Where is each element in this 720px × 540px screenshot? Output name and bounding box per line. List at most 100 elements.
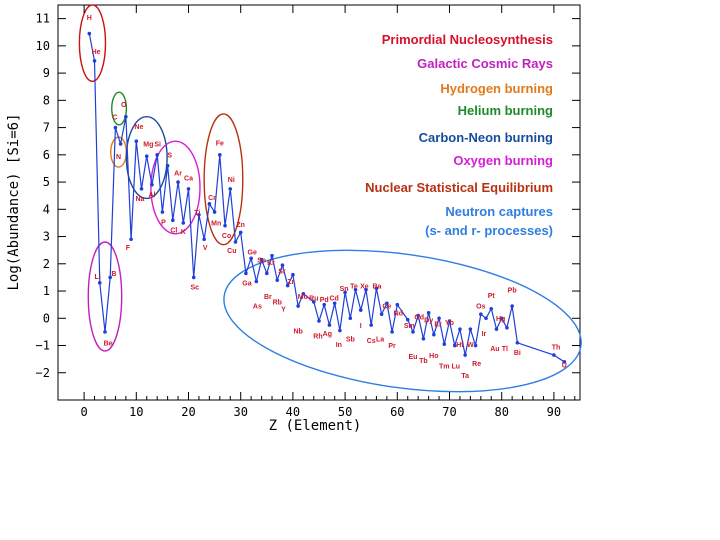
element-label: As (253, 304, 262, 311)
x-axis-label: Z (Element) (269, 418, 362, 434)
x-tick-label: 10 (129, 405, 143, 419)
data-point (317, 319, 321, 323)
element-label: Fe (216, 140, 224, 147)
legend-entry: (s- and r- processes) (425, 223, 553, 238)
data-point (353, 287, 358, 292)
element-label: Na (135, 196, 144, 203)
y-tick-label: 0 (43, 311, 50, 325)
element-label: Yb (445, 320, 454, 327)
element-label: Ag (323, 331, 332, 338)
data-point (479, 312, 483, 316)
y-tick-label: 11 (36, 12, 50, 26)
region-ellipse (78, 4, 107, 82)
data-point (311, 300, 316, 304)
element-label: Cs (367, 338, 376, 345)
data-point (144, 154, 149, 158)
element-label: Li (95, 274, 101, 281)
data-point (552, 353, 556, 357)
y-tick-label: 6 (43, 148, 50, 162)
data-point (426, 311, 431, 315)
legend-entry: Oxygen burning (453, 153, 553, 168)
data-point (160, 210, 165, 214)
data-point (442, 342, 447, 346)
data-point (473, 343, 478, 348)
data-point (463, 353, 467, 357)
x-tick-label: 20 (181, 405, 195, 419)
element-label: Rb (273, 300, 282, 307)
element-label: Sm (404, 323, 415, 330)
data-point (348, 316, 353, 321)
data-point (447, 319, 452, 323)
element-label: H (87, 15, 92, 22)
data-point (108, 275, 112, 280)
element-label: Zr (287, 279, 294, 286)
process-regions (78, 4, 582, 393)
abundance-points (87, 31, 567, 364)
element-label: Gd (414, 315, 424, 322)
data-point (505, 326, 509, 330)
element-label: Ni (228, 177, 235, 184)
data-point (332, 301, 337, 306)
data-point (207, 202, 212, 206)
data-point (87, 31, 92, 36)
y-tick-label: 3 (43, 230, 50, 244)
x-tick-label: 0 (80, 405, 87, 419)
y-tick-label: 1 (43, 284, 50, 298)
element-label: Pt (488, 293, 496, 300)
data-point (92, 59, 97, 63)
data-point (212, 210, 217, 214)
element-label: Nb (293, 328, 302, 335)
element-label: Kr (267, 260, 275, 267)
element-label: Ba (372, 283, 381, 290)
data-point (254, 279, 259, 284)
data-point (233, 240, 238, 244)
y-tick-label: −1 (36, 339, 50, 353)
element-label: Se (257, 257, 266, 264)
element-label: Dy (424, 317, 433, 324)
region-ellipse (125, 115, 168, 200)
element-label: Re (472, 361, 481, 368)
x-tick-label: 80 (494, 405, 508, 419)
data-point (515, 340, 520, 345)
data-point (259, 257, 264, 262)
x-tick-label: 50 (338, 405, 352, 419)
element-label: C (112, 114, 117, 121)
element-label: F (126, 245, 131, 252)
y-tick-label: 8 (43, 93, 50, 107)
y-tick-label: 9 (43, 66, 50, 80)
data-point (223, 223, 227, 228)
element-label: Cl (170, 227, 177, 234)
element-label: Hf (456, 342, 464, 349)
legend-entry: Primordial Nucleosynthesis (382, 32, 553, 47)
x-tick-label: 60 (390, 405, 404, 419)
element-label: Tl (502, 346, 508, 353)
data-point (291, 272, 295, 277)
element-labels: H He Li Be B C N O F Ne Na Mg Al Si P S Cl Ar K Ca Sc Ti V Cr Mn… (87, 15, 567, 380)
element-label: Cd (329, 296, 338, 303)
data-point (374, 286, 379, 291)
data-point (197, 212, 201, 217)
data-point (437, 316, 441, 321)
element-label: Br (264, 294, 272, 301)
legend-entry: Galactic Cosmic Rays (417, 56, 553, 71)
element-label: Be (104, 341, 113, 348)
element-label: Cr (208, 195, 216, 202)
y-tick-label: 2 (43, 257, 50, 271)
element-label: Pr (388, 343, 396, 350)
element-label: S (167, 153, 172, 160)
element-label: Th (552, 345, 561, 352)
data-point (150, 182, 154, 187)
element-label: Os (476, 304, 485, 311)
data-point (186, 187, 191, 191)
data-point (265, 271, 269, 276)
data-point (416, 313, 420, 318)
element-label: Te (350, 283, 358, 290)
element-label: In (336, 342, 342, 349)
y-tick-label: −2 (36, 366, 50, 380)
element-label: Sc (190, 285, 199, 292)
x-tick-label: 30 (233, 405, 247, 419)
data-point (364, 287, 368, 292)
data-point (249, 256, 253, 261)
element-label: Ca (184, 176, 193, 183)
